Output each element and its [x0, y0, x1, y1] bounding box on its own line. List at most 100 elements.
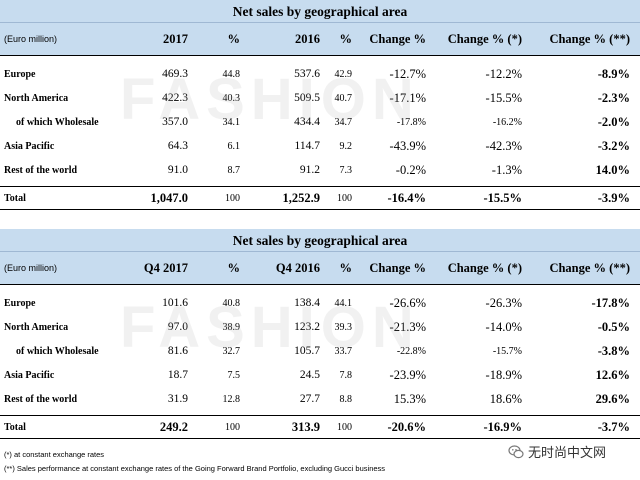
pct-current: 38.9 — [222, 321, 241, 333]
total-change: -16.4% — [387, 190, 426, 205]
table-row: Asia Pacific 64.3 6.1 114.7 9.2 -43.9% -42.3% -… — [0, 134, 640, 158]
pct-current: 44.8 — [222, 68, 241, 80]
row-label: of which Wholesale — [16, 345, 99, 357]
table-title: Net sales by geographical area — [0, 229, 640, 252]
total-change: -20.6% — [387, 419, 426, 434]
value-previous: 509.5 — [294, 92, 320, 104]
value-current: 357.0 — [162, 116, 188, 128]
total-current: 249.2 — [159, 419, 188, 434]
change-constant: -26.3% — [485, 295, 522, 310]
logo-text: 无时尚中文网 — [528, 446, 607, 461]
row-label: North America — [4, 92, 69, 104]
row-label: of which Wholesale — [16, 116, 99, 128]
header-pct-current: % — [227, 260, 241, 275]
row-label: Rest of the world — [4, 164, 78, 176]
wechat-icon — [508, 444, 524, 460]
header-year-current: 2017 — [163, 31, 188, 46]
value-current: 81.6 — [167, 345, 188, 357]
pct-previous: 42.9 — [334, 68, 353, 80]
table-row: Europe 469.3 44.8 537.6 42.9 -12.7% -12.2% -8.9… — [0, 62, 640, 86]
table-row: Europe 101.6 40.8 138.4 44.1 -26.6% -26.3% -17.… — [0, 291, 640, 315]
pct-current: 12.8 — [222, 393, 241, 405]
value-current: 31.9 — [167, 393, 188, 405]
table-total-row: Total 249.2 100 313.9 100 -20.6% -16.9% -3.7% — [0, 415, 640, 439]
change-constant: -18.9% — [485, 367, 522, 382]
change-constant: 18.6% — [489, 391, 522, 406]
value-current: 469.3 — [162, 68, 188, 80]
value-previous: 105.7 — [294, 345, 320, 357]
change-constant: -15.7% — [492, 345, 522, 357]
table-title: Net sales by geographical area — [0, 0, 640, 23]
value-previous: 24.5 — [299, 369, 320, 381]
change-going-forward: -2.0% — [597, 114, 630, 129]
pct-previous: 44.1 — [334, 297, 353, 309]
header-change: Change % — [369, 260, 426, 275]
total-pct-previous: 100 — [337, 421, 352, 433]
header-pct-previous: % — [339, 260, 353, 275]
table-annual: Net sales by geographical area (Euro mil… — [0, 0, 640, 210]
change-going-forward: 14.0% — [595, 162, 630, 177]
table-body: Europe 469.3 44.8 537.6 42.9 -12.7% -12.2% -8.9… — [0, 62, 640, 182]
table-row: of which Wholesale 357.0 34.1 434.4 34.7 -17.… — [0, 110, 640, 134]
header-year-previous: Q4 2016 — [275, 260, 320, 275]
pct-current: 6.1 — [227, 140, 241, 152]
change: -26.6% — [389, 295, 426, 310]
header-change: Change % — [369, 31, 426, 46]
change: -43.9% — [389, 138, 426, 153]
row-label: Rest of the world — [4, 393, 78, 405]
change-constant: -16.2% — [492, 116, 522, 128]
table-total-row: Total 1,047.0 100 1,252.9 100 -16.4% -15.5% -3.… — [0, 186, 640, 210]
change: -23.9% — [389, 367, 426, 382]
table-header-row: (Euro million) Q4 2017 % Q4 2016 % Chang… — [0, 252, 640, 285]
change: 15.3% — [393, 391, 426, 406]
value-previous: 27.7 — [299, 393, 320, 405]
pct-previous: 40.7 — [334, 92, 353, 104]
change-going-forward: -3.2% — [597, 138, 630, 153]
total-change-constant: -16.9% — [483, 419, 522, 434]
change-going-forward: -8.9% — [597, 66, 630, 81]
pct-current: 7.5 — [227, 369, 241, 381]
table-quarterly: Net sales by geographical area (Euro mil… — [0, 229, 640, 439]
unit-label: (Euro million) — [4, 263, 58, 273]
header-year-current: Q4 2017 — [143, 260, 188, 275]
change-going-forward: -3.8% — [597, 343, 630, 358]
change-going-forward: -17.8% — [591, 295, 630, 310]
change-constant: -14.0% — [485, 319, 522, 334]
pct-previous: 34.7 — [334, 116, 353, 128]
table-row: of which Wholesale 81.6 32.7 105.7 33.7 -22.8… — [0, 339, 640, 363]
value-current: 64.3 — [167, 140, 188, 152]
row-label: Europe — [4, 68, 36, 80]
header-change-constant: Change % (*) — [447, 260, 522, 275]
change-constant: -1.3% — [491, 162, 522, 177]
pct-previous: 9.2 — [339, 140, 353, 152]
pct-current: 40.8 — [222, 297, 241, 309]
change-constant: -42.3% — [485, 138, 522, 153]
value-current: 91.0 — [167, 164, 188, 176]
source-logo: 无时尚中文网 — [508, 442, 606, 461]
value-previous: 91.2 — [299, 164, 320, 176]
footnote-constant-fx: (*) at constant exchange rates — [4, 450, 105, 459]
table-row: North America 97.0 38.9 123.2 39.3 -21.3% -14.… — [0, 315, 640, 339]
change-going-forward: -0.5% — [597, 319, 630, 334]
value-previous: 114.7 — [294, 140, 320, 152]
table-header-row: (Euro million) 2017 % 2016 % Change % Ch… — [0, 23, 640, 56]
value-current: 18.7 — [167, 369, 188, 381]
value-previous: 537.6 — [294, 68, 320, 80]
change-constant: -12.2% — [485, 66, 522, 81]
pct-previous: 39.3 — [334, 321, 353, 333]
pct-previous: 7.8 — [339, 369, 353, 381]
footnotes: (*) at constant exchange rates (**) Sale… — [4, 448, 385, 476]
value-current: 97.0 — [167, 321, 188, 333]
change-going-forward: -2.3% — [597, 90, 630, 105]
total-change-constant: -15.5% — [483, 190, 522, 205]
table-row: Asia Pacific 18.7 7.5 24.5 7.8 -23.9% -18.9% 12… — [0, 363, 640, 387]
change: -0.2% — [395, 162, 426, 177]
change: -12.7% — [389, 66, 426, 81]
header-year-previous: 2016 — [295, 31, 320, 46]
header-pct-current: % — [227, 31, 241, 46]
total-label: Total — [4, 421, 26, 433]
total-label: Total — [4, 192, 26, 204]
change: -22.8% — [396, 345, 426, 357]
total-change-going-forward: -3.7% — [597, 419, 630, 434]
change-going-forward: 29.6% — [595, 391, 630, 406]
